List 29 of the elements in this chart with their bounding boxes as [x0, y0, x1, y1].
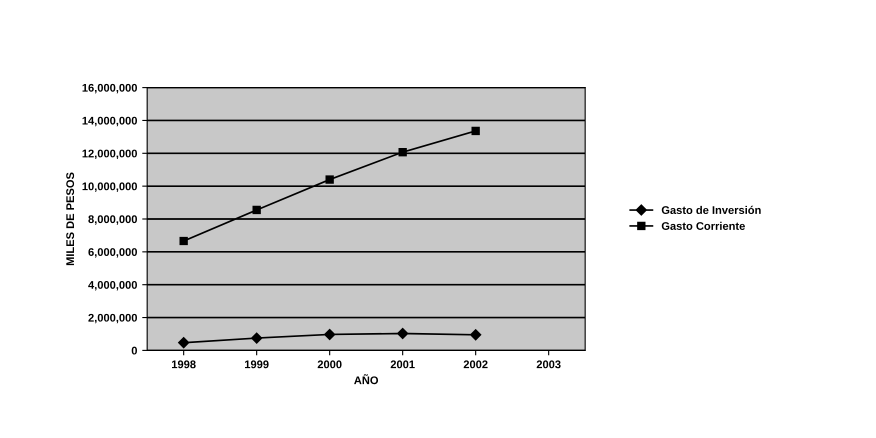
point [324, 328, 336, 340]
y-tick-label: 10,000,000 [82, 182, 137, 192]
point [398, 148, 407, 156]
x-tick-label: 1998 [172, 360, 196, 368]
y-tick-label: 6,000,000 [88, 248, 137, 258]
legend-label: Gasto de Inversión [662, 206, 761, 214]
point [180, 236, 188, 246]
x-tick-label: 2002 [464, 360, 488, 368]
point [470, 329, 482, 340]
y-tick-label: 14,000,000 [82, 116, 137, 126]
x-tick-label: 2003 [536, 360, 561, 368]
y-tick-label: 16,000,000 [82, 84, 137, 94]
x-axis-title: AÑO [354, 374, 378, 384]
point [326, 175, 334, 184]
y-tick-label: 4,000,000 [88, 280, 137, 290]
y-tick-label: 0 [132, 346, 137, 355]
y-tick-label: 2,000,000 [88, 314, 137, 324]
y-tick-label: 8,000,000 [88, 215, 137, 225]
point [397, 328, 408, 340]
x-tick-label: 1999 [245, 360, 269, 368]
legend-label: Gasto Corriente [662, 222, 745, 230]
point [178, 337, 190, 348]
point [472, 126, 480, 136]
y-tick-label: 12,000,000 [82, 150, 137, 160]
x-tick-label: 2000 [318, 360, 342, 368]
y-axis-title: MILES DE PESOS [66, 172, 74, 266]
point [252, 206, 261, 214]
point [251, 332, 262, 344]
x-tick-label: 2001 [390, 360, 415, 368]
